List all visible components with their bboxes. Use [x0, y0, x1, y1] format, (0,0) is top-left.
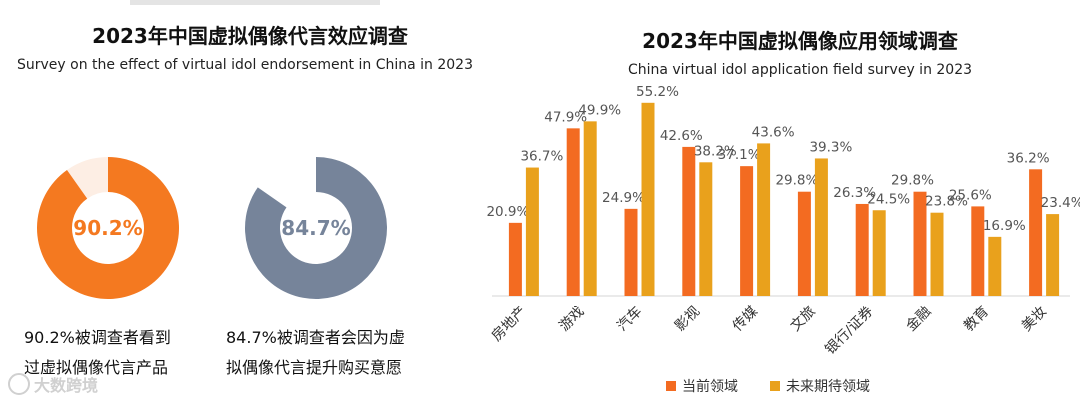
legend-future-swatch [770, 381, 780, 391]
bar-future-5 [814, 158, 828, 296]
donut1-caption-line1: 90.2%被调查者看到 [24, 328, 171, 347]
data-label-current-1: 47.9% [544, 109, 587, 125]
left-subtitle: Survey on the effect of virtual idol end… [17, 57, 473, 73]
x-tick-label-6: 银行/证券 [822, 304, 876, 358]
data-label-current-6: 26.3% [833, 185, 876, 201]
data-label-current-7: 29.8% [891, 173, 934, 189]
x-tick-label-7: 金融 [903, 304, 934, 335]
data-label-current-2: 24.9% [602, 190, 645, 206]
x-tick-label-0: 房地产 [489, 304, 530, 345]
bar-current-9 [1029, 169, 1043, 296]
data-label-current-9: 36.2% [1007, 150, 1050, 166]
donut1-caption-line2: 过虚拟偶像代言产品 [24, 358, 169, 377]
watermark: 大数跨境 [8, 372, 98, 396]
bar-current-2 [624, 208, 638, 296]
x-tick-label-3: 影视 [672, 304, 703, 335]
data-label-current-3: 42.6% [660, 128, 703, 144]
data-label-future-8: 16.9% [983, 218, 1026, 234]
right-title: 2023年中国虚拟偶像应用领域调查 [642, 29, 958, 53]
donut2-caption-line2: 拟偶像代言提升购买意愿 [226, 358, 403, 377]
data-label-future-4: 43.6% [752, 124, 795, 140]
donut1-value-slice [37, 157, 179, 300]
x-tick-label-2: 汽车 [614, 303, 646, 335]
x-tick-label-4: 传媒 [730, 304, 761, 335]
bar-current-7 [913, 191, 927, 296]
x-tick-label-9: 美妆 [1019, 304, 1050, 335]
x-tick-label-1: 游戏 [556, 304, 587, 335]
x-tick-label-8: 教育 [961, 304, 992, 335]
legend-current-swatch [666, 381, 676, 391]
data-label-current-4: 37.1% [718, 147, 761, 163]
data-label-future-3: 38.2% [694, 143, 737, 159]
donut2-caption-line1: 84.7%被调查者会因为虚 [226, 328, 405, 347]
bar-current-0 [508, 222, 522, 296]
donut2-center-label: 84.7% [281, 216, 350, 240]
donut2-value-slice [244, 157, 387, 299]
cropped-top-text [130, 0, 380, 5]
bar-future-8 [988, 236, 1002, 296]
bar-future-2 [641, 102, 655, 296]
bar-future-6 [872, 210, 886, 296]
donut1-center-label: 90.2% [73, 216, 142, 240]
data-label-future-9: 23.4% [1041, 195, 1080, 211]
donut2-caption: 84.7%被调查者会因为虚 拟偶像代言提升购买意愿 [226, 323, 405, 383]
bar-future-9 [1046, 214, 1060, 296]
bar-current-8 [971, 206, 985, 296]
bar-current-1 [566, 128, 580, 296]
bar-current-5 [797, 191, 811, 296]
data-label-future-5: 39.3% [809, 139, 852, 155]
right-subtitle: China virtual idol application field sur… [627, 62, 973, 78]
donut1-caption: 90.2%被调查者看到 过虚拟偶像代言产品 [24, 323, 171, 383]
data-label-future-6: 24.5% [867, 191, 910, 207]
watermark-text: 大数跨境 [34, 376, 99, 395]
legend-current-label: 当前领域 [682, 378, 738, 395]
donut-charts: 90.2% 84.7% [37, 157, 387, 300]
data-label-current-5: 29.8% [775, 173, 818, 189]
bar-future-4 [757, 143, 771, 296]
bar-future-0 [525, 167, 539, 296]
left-title: 2023年中国虚拟偶像代言效应调查 [92, 24, 408, 48]
bar-current-3 [682, 146, 696, 296]
donut2-remaining-slice [257, 157, 316, 208]
bar-future-7 [930, 212, 944, 296]
data-label-current-8: 25.6% [949, 187, 992, 203]
data-label-future-1: 49.9% [578, 102, 621, 118]
bar-current-6 [855, 203, 869, 296]
watermark-logo-icon [8, 373, 30, 395]
data-label-current-0: 20.9% [486, 204, 529, 220]
donut1-remaining-slice [66, 157, 108, 199]
data-label-future-0: 36.7% [520, 149, 563, 165]
legend-future-label: 未来期待领域 [786, 379, 870, 395]
data-label-future-7: 23.8% [925, 194, 968, 210]
bar-future-1 [583, 121, 597, 296]
x-tick-label-5: 文旅 [788, 304, 819, 335]
data-label-future-2: 55.2% [636, 84, 679, 100]
bar-future-3 [699, 162, 713, 296]
bar-current-4 [740, 166, 754, 296]
